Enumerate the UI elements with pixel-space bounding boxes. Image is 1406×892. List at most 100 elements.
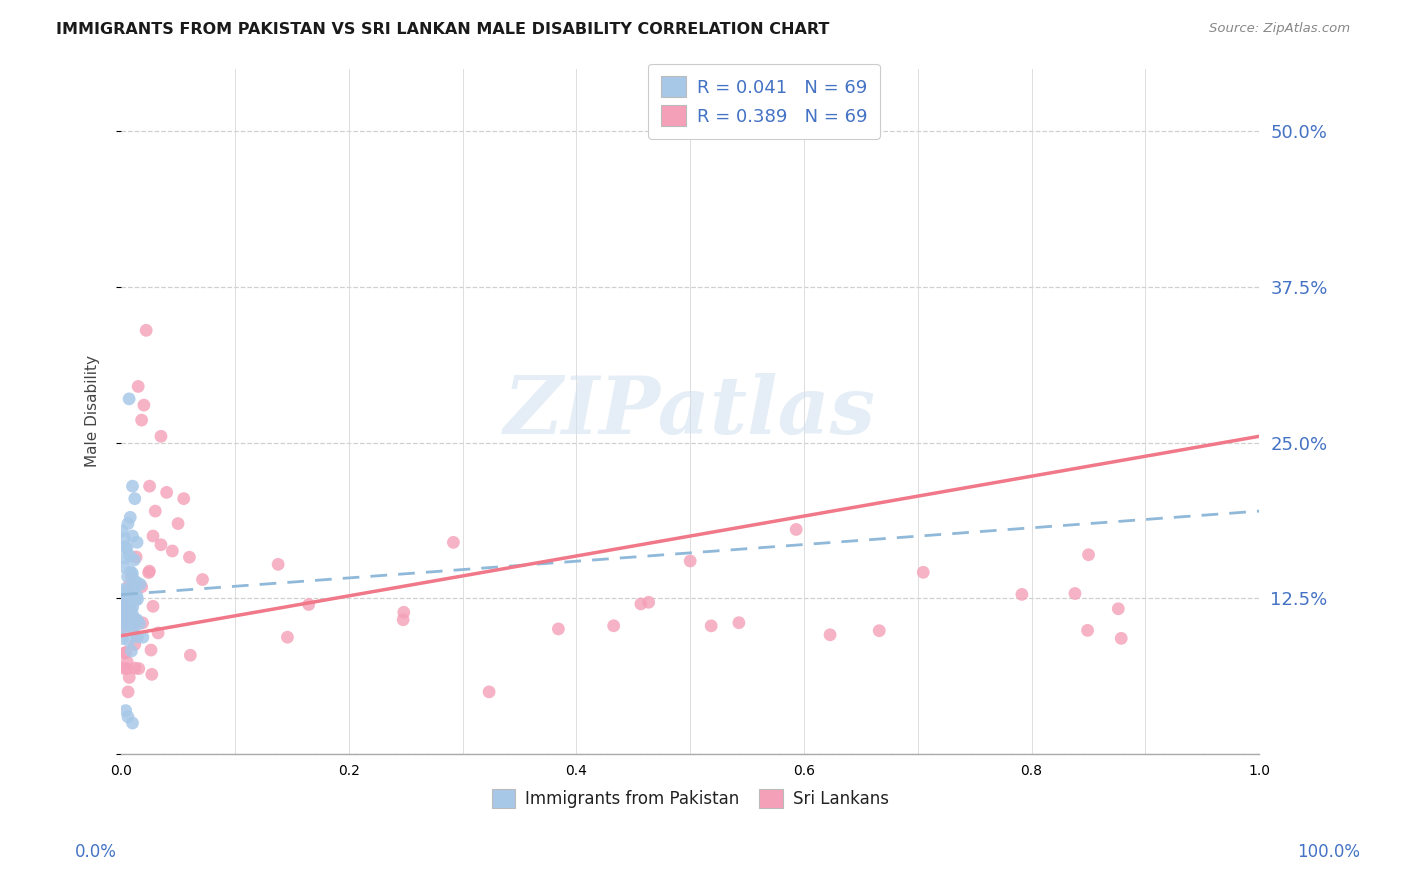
Point	[115, 662, 138, 676]
Point	[122, 619, 145, 633]
Point	[112, 606, 135, 620]
Point	[118, 392, 141, 406]
Text: 100.0%: 100.0%	[1298, 843, 1360, 861]
Point	[115, 598, 138, 612]
Point	[276, 630, 298, 644]
Point	[191, 573, 214, 587]
Point	[125, 535, 148, 549]
Point	[630, 597, 652, 611]
Point	[125, 578, 148, 592]
Point	[141, 667, 163, 681]
Point	[392, 605, 415, 619]
Point	[118, 549, 141, 563]
Point	[114, 616, 136, 631]
Point	[117, 569, 139, 583]
Point	[114, 597, 136, 611]
Point	[121, 580, 143, 594]
Point	[142, 529, 165, 543]
Point	[115, 584, 138, 599]
Point	[127, 630, 149, 644]
Point	[120, 644, 142, 658]
Point	[128, 616, 150, 631]
Legend: Immigrants from Pakistan, Sri Lankans: Immigrants from Pakistan, Sri Lankans	[485, 782, 896, 814]
Point	[149, 538, 172, 552]
Point	[267, 558, 290, 572]
Point	[135, 323, 157, 337]
Point	[118, 633, 141, 648]
Point	[143, 504, 166, 518]
Point	[1064, 586, 1087, 600]
Text: ZIPatlas: ZIPatlas	[505, 373, 876, 450]
Point	[167, 516, 190, 531]
Point	[700, 619, 723, 633]
Point	[121, 583, 143, 598]
Point	[156, 485, 179, 500]
Point	[111, 600, 134, 615]
Point	[912, 566, 935, 580]
Point	[139, 643, 162, 657]
Point	[125, 575, 148, 590]
Point	[111, 620, 134, 634]
Point	[120, 510, 142, 524]
Point	[112, 604, 135, 618]
Point	[115, 598, 138, 612]
Point	[111, 586, 134, 600]
Point	[120, 602, 142, 616]
Point	[121, 570, 143, 584]
Point	[127, 613, 149, 627]
Point	[728, 615, 751, 630]
Point	[118, 589, 141, 603]
Point	[117, 710, 139, 724]
Point	[125, 613, 148, 627]
Point	[127, 629, 149, 643]
Text: 0.0%: 0.0%	[75, 843, 117, 861]
Point	[868, 624, 890, 638]
Point	[124, 661, 146, 675]
Point	[1107, 601, 1129, 615]
Point	[112, 661, 135, 675]
Point	[117, 590, 139, 604]
Point	[142, 599, 165, 614]
Point	[179, 550, 201, 565]
Point	[127, 592, 149, 607]
Point	[120, 565, 142, 579]
Point	[121, 584, 143, 599]
Point	[115, 614, 138, 628]
Point	[129, 577, 152, 591]
Point	[131, 413, 153, 427]
Point	[112, 612, 135, 626]
Point	[128, 662, 150, 676]
Point	[298, 598, 321, 612]
Point	[124, 491, 146, 506]
Point	[547, 622, 569, 636]
Point	[146, 626, 169, 640]
Point	[114, 646, 136, 660]
Point	[478, 685, 501, 699]
Point	[121, 582, 143, 596]
Point	[118, 670, 141, 684]
Point	[114, 531, 136, 545]
Point	[124, 593, 146, 607]
Point	[111, 595, 134, 609]
Point	[115, 583, 138, 598]
Point	[121, 600, 143, 615]
Point	[121, 716, 143, 731]
Point	[117, 579, 139, 593]
Point	[1011, 587, 1033, 601]
Point	[149, 429, 172, 443]
Point	[111, 596, 134, 610]
Point	[121, 529, 143, 543]
Point	[122, 612, 145, 626]
Point	[1109, 632, 1132, 646]
Y-axis label: Male Disability: Male Disability	[86, 355, 100, 467]
Point	[111, 610, 134, 624]
Point	[125, 549, 148, 564]
Text: Source: ZipAtlas.com: Source: ZipAtlas.com	[1209, 22, 1350, 36]
Point	[115, 605, 138, 619]
Point	[111, 632, 134, 646]
Point	[441, 535, 464, 549]
Point	[121, 624, 143, 638]
Point	[111, 524, 134, 538]
Point	[138, 564, 160, 578]
Point	[111, 606, 134, 620]
